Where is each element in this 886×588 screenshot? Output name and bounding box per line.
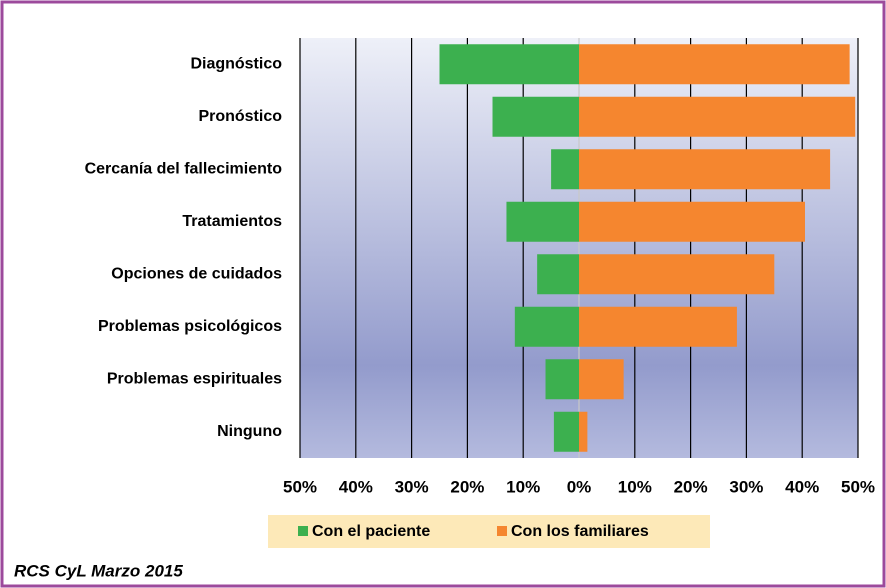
legend-swatch <box>298 526 308 536</box>
bar <box>579 96 856 137</box>
x-tick-label: 50% <box>841 477 875 496</box>
x-tick-label: 10% <box>506 477 540 496</box>
bar <box>579 44 850 85</box>
x-tick-label: 30% <box>729 477 763 496</box>
y-tick-label: Problemas psicológicos <box>98 318 282 335</box>
bar <box>579 306 737 347</box>
x-tick-label: 20% <box>674 477 708 496</box>
source: RCS CyL Marzo 2015 <box>14 561 183 580</box>
legend-label: Con los familiares <box>511 523 649 540</box>
bar <box>537 254 579 295</box>
y-tick-label: Diagnóstico <box>190 55 282 72</box>
bar <box>514 306 579 347</box>
y-tick-label: Opciones de cuidados <box>111 265 282 282</box>
bar <box>579 359 624 400</box>
x-tick-label: 40% <box>785 477 819 496</box>
bar <box>579 254 775 295</box>
legend-label: Con el paciente <box>312 523 430 540</box>
y-tick-label: Cercanía del fallecimiento <box>85 160 283 177</box>
y-tick-label: Problemas espirituales <box>107 370 282 387</box>
bar <box>492 96 579 137</box>
x-tick-label: 30% <box>395 477 429 496</box>
x-tick-label: 20% <box>450 477 484 496</box>
y-tick-label: Pronóstico <box>198 108 282 125</box>
legend-swatch <box>497 526 507 536</box>
bar <box>545 359 579 400</box>
bar <box>551 149 579 190</box>
x-tick-label: 0% <box>567 477 592 496</box>
x-tick-label: 40% <box>339 477 373 496</box>
bar <box>579 411 588 452</box>
bar <box>579 149 831 190</box>
bar <box>506 201 579 242</box>
y-tick-label: Ninguno <box>217 423 282 440</box>
legend-box <box>268 515 710 548</box>
x-tick-label: 50% <box>283 477 317 496</box>
bar <box>439 44 579 85</box>
x-tick-label: 10% <box>618 477 652 496</box>
bar <box>579 201 805 242</box>
bar <box>553 411 579 452</box>
y-tick-label: Tratamientos <box>182 213 282 230</box>
